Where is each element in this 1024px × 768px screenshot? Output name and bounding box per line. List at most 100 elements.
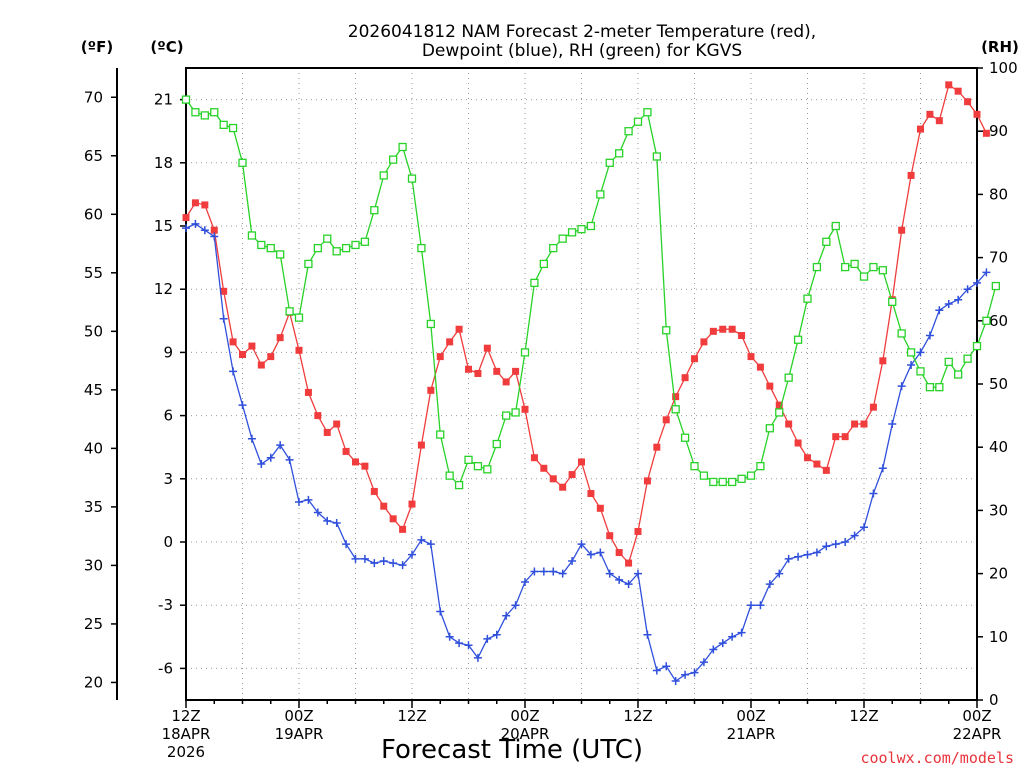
time-tick-label: 00Z [510,707,539,725]
relative-humidity-point [492,439,501,449]
dewpoint-point [351,554,360,563]
dewpoint-point [662,662,671,671]
dewpoint-point [634,569,642,578]
fahrenheit-tick-label: 55 [84,264,103,282]
dewpoint-point [436,607,445,616]
temperature-point [446,338,454,346]
dewpoint-point [860,523,868,532]
temperature-point [370,487,378,495]
dewpoint-point [869,489,878,498]
relative-humidity-point [370,206,379,215]
relative-humidity-point [219,120,228,130]
dewpoint-point [747,601,755,610]
time-tick-label: 00Z [284,707,313,725]
temperature-point [483,344,491,352]
temperature-point [474,369,482,377]
series-layer [181,81,1000,686]
dewpoint-point [586,550,595,559]
temperature-point [352,458,359,466]
dewpoint-point [408,550,416,559]
rh-tick-label: 10 [989,628,1008,646]
temperature-point [191,199,199,207]
dewpoint-series [182,219,991,686]
fahrenheit-tick-label: 50 [84,322,103,340]
dewpoint-point [916,348,925,357]
dewpoint-point [426,540,435,549]
relative-humidity-point [925,383,935,392]
dewpoint-point [210,232,219,241]
temperature-point [248,342,256,350]
relative-humidity-point [746,471,756,480]
relative-humidity-point [643,108,652,117]
temperature-point [869,403,877,411]
relative-humidity-point [822,237,831,246]
relative-humidity-point [323,234,332,243]
temperature-point [860,420,868,428]
dewpoint-point [304,495,313,504]
relative-humidity-point [944,357,953,367]
dewpoint-point [200,226,209,235]
celsius-tick-label: 3 [163,470,173,488]
dewpoint-point [907,361,916,370]
relative-humidity-point [304,259,313,269]
x-axis-label: Forecast Time (UTC) [381,735,643,765]
relative-humidity-point [972,341,982,351]
temperature-point [512,367,520,375]
dewpoint-point [247,434,256,443]
rh-tick-label: 0 [989,691,999,709]
dewpoint-point [699,658,708,667]
time-tick-label: 12Z [623,707,652,725]
fahrenheit-tick-label: 60 [84,205,103,223]
relative-humidity-line [185,99,997,487]
temperature-point [653,443,661,451]
temperature-point [954,87,962,95]
temperature-point [257,361,265,369]
dewpoint-point [266,453,275,462]
dewpoint-point [398,561,407,570]
temperature-point [756,363,764,371]
relative-humidity-point [897,329,906,338]
temperature-point [766,382,774,390]
dewpoint-line [185,223,987,682]
relative-humidity-point [662,326,671,335]
celsius-tick-label: 0 [163,533,173,551]
relative-humidity-point [963,354,972,363]
temperature-point [587,490,595,498]
temperature-series [182,81,990,567]
temperature-point [304,388,312,396]
temperature-point [709,327,717,335]
time-tick-label: 00Z [962,707,991,725]
temperature-point [625,559,633,567]
time-tick-label: 12Z [171,707,200,725]
relative-humidity-point [332,247,341,256]
relative-humidity-point [200,111,209,120]
dewpoint-point [944,299,953,308]
relative-humidity-point [991,281,1000,291]
temperature-point [804,454,811,462]
temperature-point [851,420,859,428]
dewpoint-point [718,639,727,648]
relative-humidity-point [567,228,577,237]
temperature-point [879,357,887,365]
rh-tick-label: 100 [989,59,1018,77]
temperature-point [615,549,623,557]
relative-humidity-point [210,108,219,117]
dewpoint-point [455,639,464,648]
temperature-point [568,471,576,479]
relative-humidity-point [596,190,605,199]
relative-humidity-point [869,262,878,272]
dewpoint-point [568,556,577,565]
temperature-point [342,447,350,455]
dewpoint-point [709,645,718,654]
fahrenheit-unit-label: (ºF) [81,38,113,56]
relative-humidity-point [633,117,643,126]
relative-humidity-point [228,123,238,133]
dewpoint-point [690,668,699,677]
fahrenheit-tick-label: 45 [84,381,103,399]
relative-humidity-point [360,237,370,246]
dewpoint-point [511,601,520,610]
relative-humidity-point [615,149,624,158]
relative-humidity-series [181,95,1000,490]
dewpoint-point [530,567,539,576]
dewpoint-point [521,578,529,587]
